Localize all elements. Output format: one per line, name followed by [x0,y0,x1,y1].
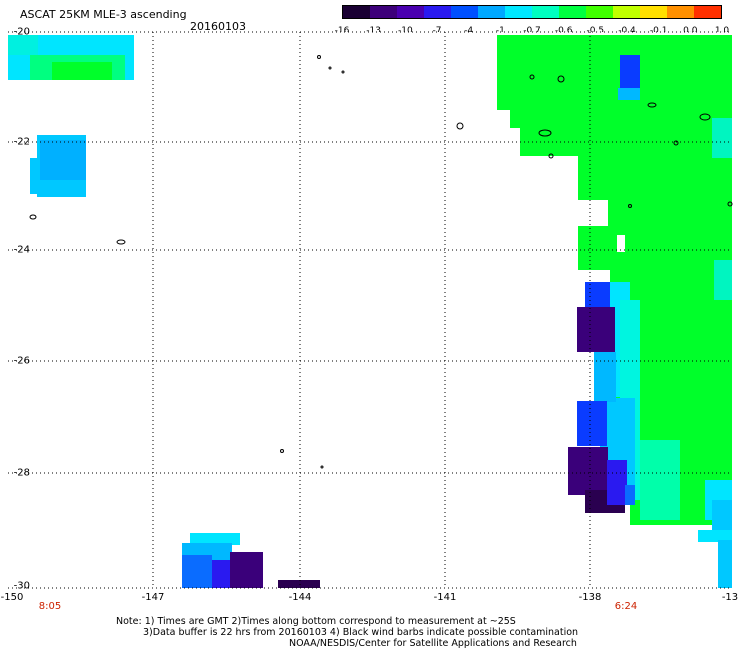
lon-label: -141 [433,592,457,603]
color-scale-tick-label: -0.7 [523,26,541,36]
color-scale-tick-label: -0.1 [649,26,668,36]
note-line-1: Note: 1) Times are GMT 2)Times along bot… [116,616,516,627]
color-scale-segment [532,6,559,18]
color-scale-segment [694,6,721,18]
map-title: ASCAT 25KM MLE-3 ascending [20,8,187,21]
color-scale-segment [397,6,424,18]
lat-label: -22 [13,136,30,148]
color-scale-tick-label: -16 [334,26,350,36]
note-line-3: NOAA/NESDIS/Center for Satellite Applica… [289,638,577,649]
color-scale-segment [559,6,586,18]
note-line-2: 3)Data buffer is 22 hrs from 20160103 4)… [143,627,579,638]
pass-time-label: 6:24 [614,601,638,612]
lon-label: -138 [578,592,602,603]
lon-label: -144 [288,592,312,603]
color-scale-tick-label: -0.6 [554,26,573,36]
color-scale-segment [667,6,694,18]
map-date: 20160103 [190,20,246,33]
lat-label: -20 [13,26,30,38]
color-scale-tick-label: -1 [495,26,505,36]
color-scale-tick-label: -7 [432,26,442,36]
color-scale-tick-label: 0.0 [683,26,698,36]
lon-label: -150 [0,592,24,603]
grid-lines [8,31,732,589]
color-scale-segment [505,6,532,18]
swath-south [182,533,320,588]
color-scale-tick-label: -0.5 [586,26,605,36]
color-scale-segment [424,6,451,18]
color-scale-tick-label: -10 [397,26,413,36]
color-scale-segment [343,6,370,18]
swath-west-top [8,35,134,80]
color-scale-segment [370,6,397,18]
color-scale-segment [451,6,478,18]
lat-label: -30 [13,580,30,592]
lat-label: -28 [13,467,30,479]
color-scale-tick-label: -13 [366,26,382,36]
lon-label: -13 [721,592,739,603]
island-outlines [29,55,733,469]
lat-label: -26 [13,355,30,367]
color-scale-segment [613,6,640,18]
lon-label: -147 [141,592,165,603]
swath-west-mid [30,135,86,197]
swath-east [497,35,732,588]
color-scale-tick-label: -4 [464,26,474,36]
pass-time-label: 8:05 [38,601,62,612]
color-scale-bar [342,5,722,19]
color-scale-segment [640,6,667,18]
color-scale-segment [478,6,505,18]
color-scale-segment [586,6,613,18]
color-scale-tick-label: -0.4 [618,26,636,36]
color-scale-tick-label: 1.0 [714,26,730,36]
lat-label: -24 [13,244,30,256]
